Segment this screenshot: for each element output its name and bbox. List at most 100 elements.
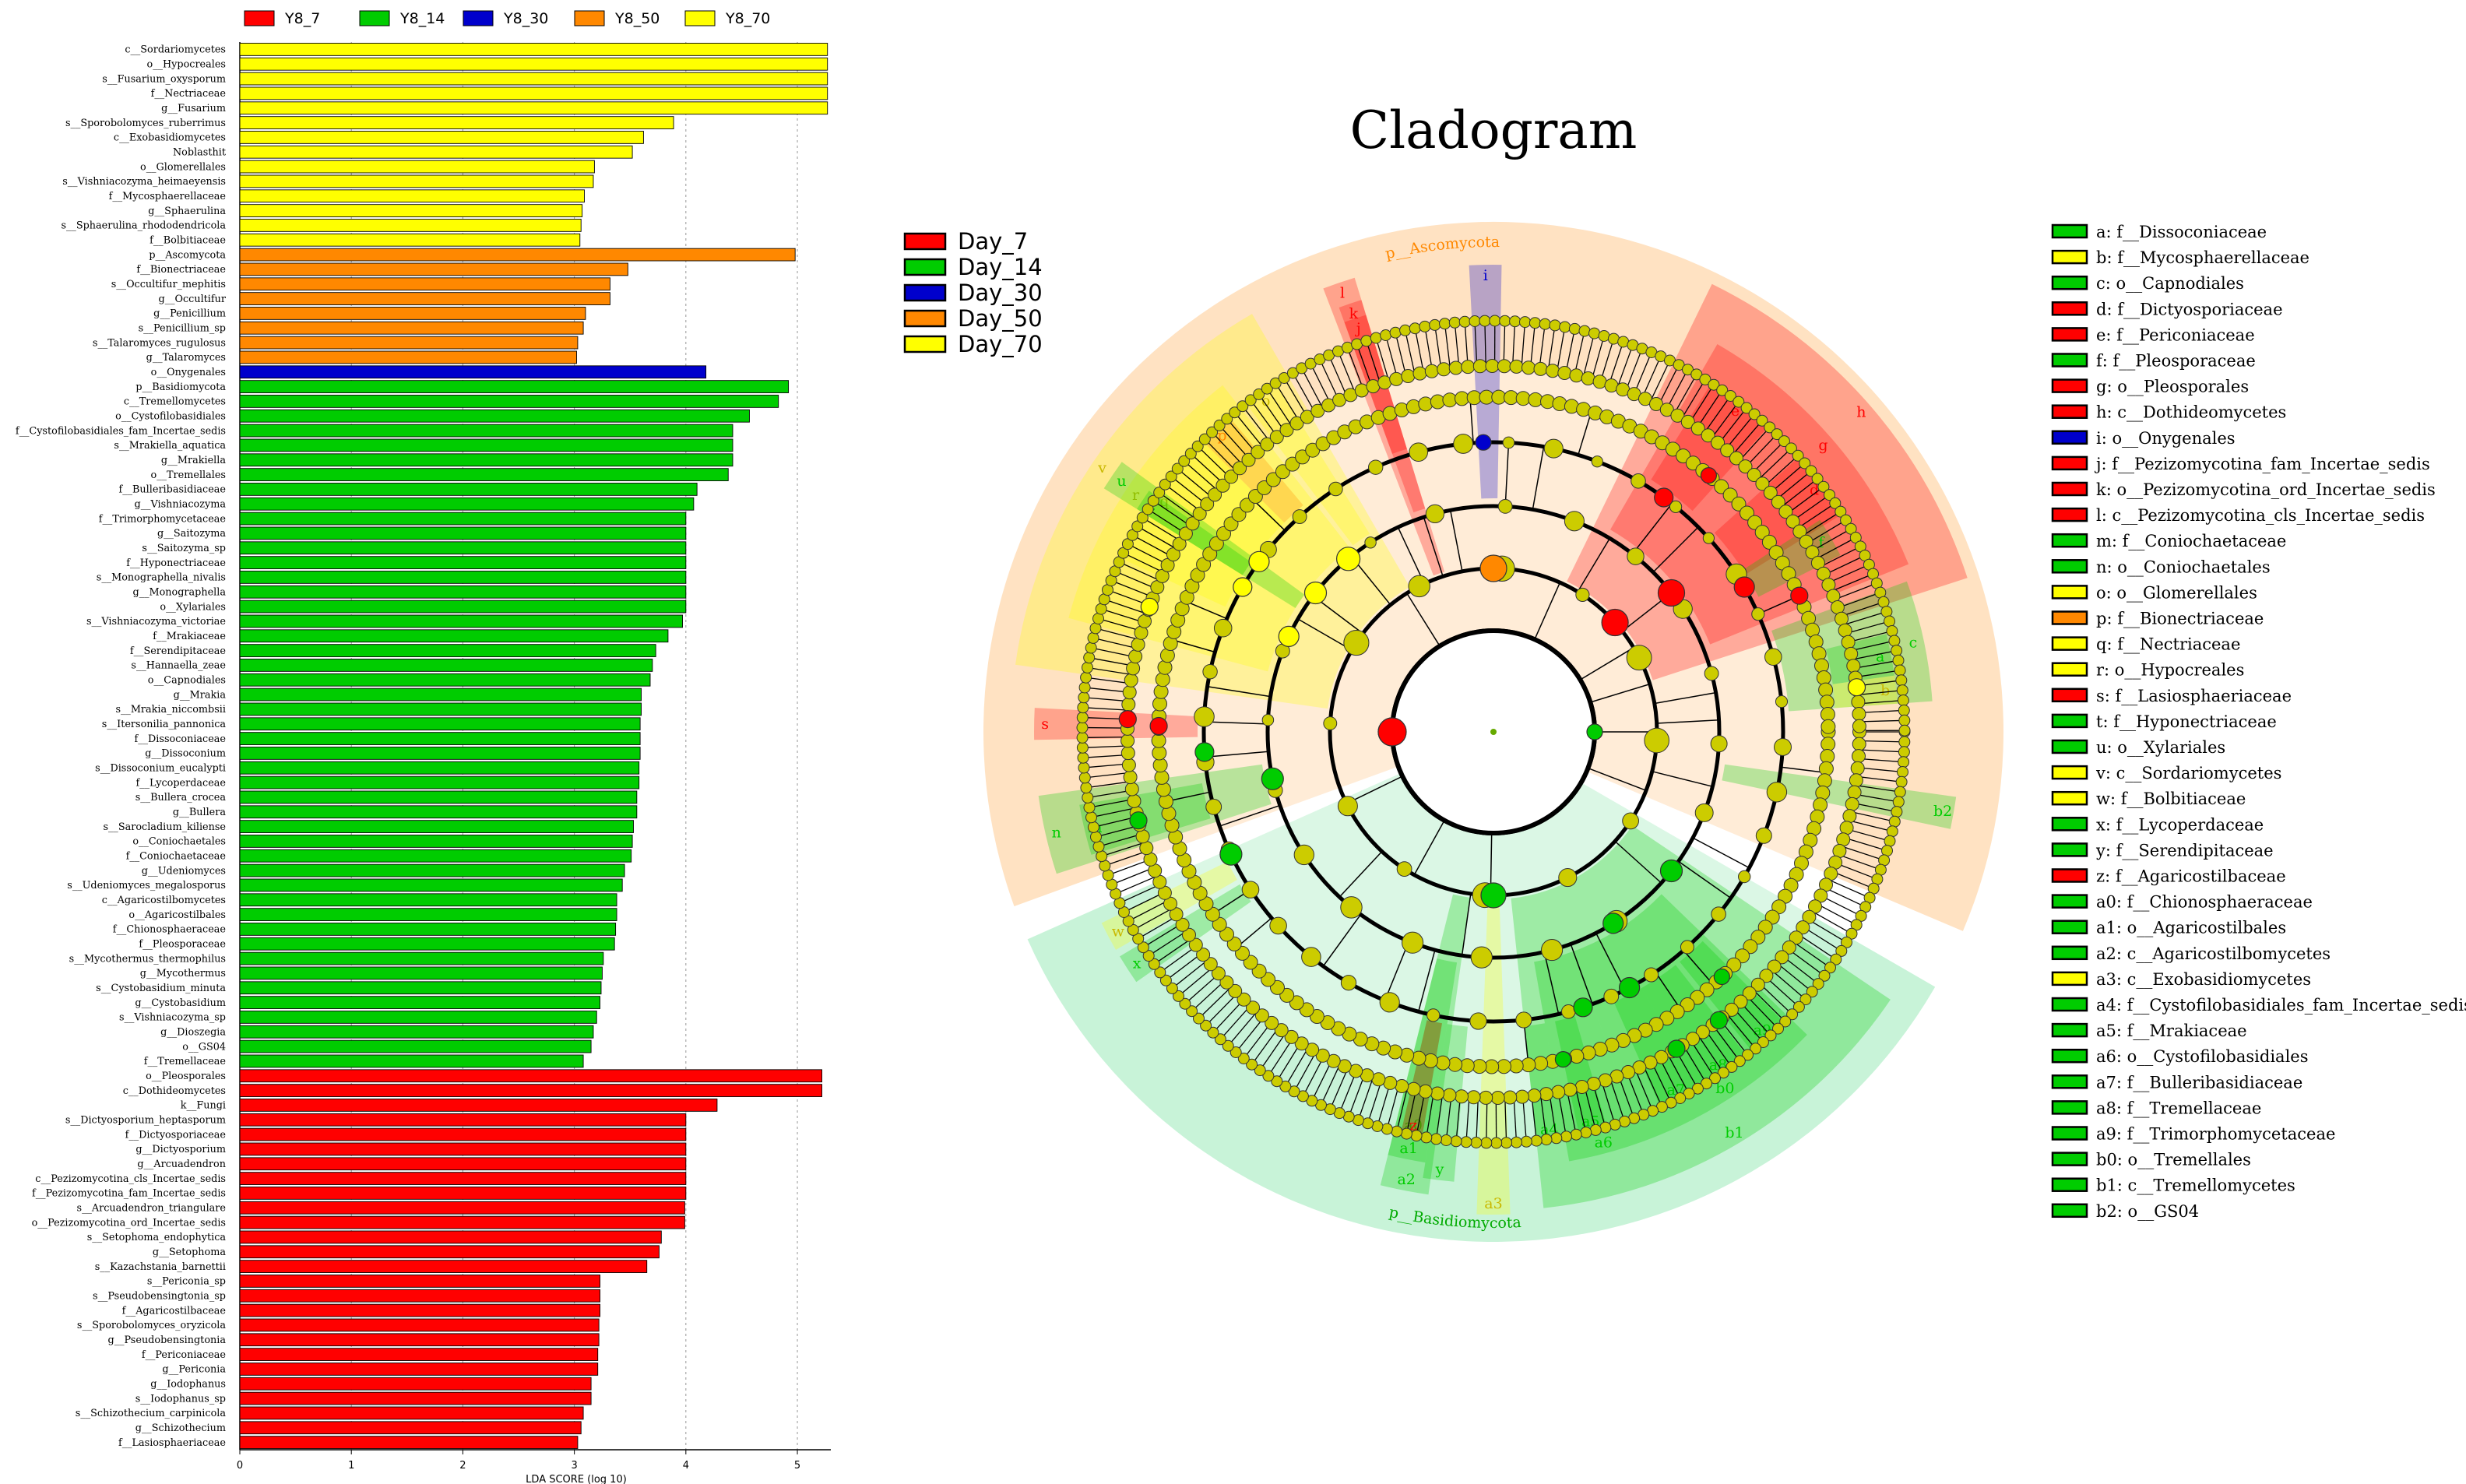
tree-node — [1077, 751, 1089, 764]
tree-node — [1269, 916, 1287, 935]
leaf-spoke — [1634, 1069, 1654, 1111]
branch-line — [1692, 837, 1750, 869]
tree-node — [1497, 359, 1511, 374]
tree-node — [1779, 1015, 1792, 1028]
clade-legend-label-a3: a3: c__Exobasidiomycetes — [2096, 970, 2311, 989]
tree-node — [1214, 1033, 1226, 1046]
tree-node — [1592, 375, 1607, 389]
bar-label-g-mrakiella: g__Mrakiella — [161, 455, 226, 466]
leaf-spoke — [1465, 1096, 1470, 1142]
leaf-spoke — [1132, 534, 1173, 557]
leaf-spoke — [1103, 599, 1148, 615]
bar-label-g-vishniacozyma: g__Vishniacozyma — [135, 499, 227, 511]
tree-node — [1796, 920, 1810, 935]
bar-s-sporobolomyces-oryzicola — [239, 1318, 600, 1332]
tree-node — [1515, 391, 1531, 406]
bar-s-mrakia-niccombsii — [239, 702, 642, 716]
leaf-spoke — [1356, 343, 1373, 387]
tree-node — [1763, 485, 1778, 500]
tree-node — [1299, 1002, 1314, 1018]
tree-node — [1574, 1080, 1589, 1094]
legend-swatch-y8-70 — [684, 10, 716, 26]
tree-nodes — [1076, 315, 1911, 1149]
bar-label-g-bullera: g__Bullera — [173, 807, 227, 818]
leaf-spoke — [1319, 359, 1339, 401]
tree-node — [1328, 481, 1343, 497]
leaf-spoke — [1087, 666, 1132, 676]
clade-legend-label-z: z: f__Agaricostilbaceae — [2096, 867, 2286, 886]
tree-node — [1528, 392, 1543, 407]
tree-node — [1771, 494, 1785, 509]
tree-node — [1184, 448, 1197, 460]
bar-g-sphaerulina — [239, 204, 583, 217]
tree-node — [1120, 746, 1135, 761]
bar-label-f-lasiosphaeriaceae: f__Lasiosphaeriaceae — [118, 1437, 226, 1449]
leaf-spoke — [1082, 754, 1128, 758]
tree-node — [1818, 682, 1834, 698]
clade-legend-label-c: c: o__Capnodiales — [2096, 274, 2244, 293]
tree-node — [1680, 414, 1695, 429]
leaf-spoke — [1127, 899, 1169, 922]
bar-label-g-arcuadendron: g__Arcuadendron — [137, 1159, 226, 1170]
tree-node — [1754, 525, 1770, 540]
tree-node — [1288, 1085, 1300, 1098]
tree-node — [1541, 939, 1564, 962]
leaf-spoke — [1251, 1027, 1279, 1065]
leaf-spoke — [1226, 418, 1257, 454]
clade-letter-b: b — [1880, 682, 1890, 699]
bar-g-arcuadendron — [239, 1157, 687, 1171]
clade-legend-label-h: h: c__Dothideomycetes — [2096, 403, 2286, 422]
bar-label-o-hypocreales: o__Hypocreales — [146, 59, 226, 71]
tree-node — [1479, 1090, 1493, 1105]
tree-node — [1418, 1084, 1433, 1099]
tree-node — [1166, 982, 1178, 994]
tree-node — [1665, 441, 1680, 457]
tree-node — [1559, 321, 1571, 333]
leaf-spoke — [1227, 1011, 1258, 1046]
bar-o-xylariales — [239, 600, 687, 614]
bar-s-monographella-nivalis — [239, 571, 687, 584]
tree-node — [1499, 315, 1511, 327]
x-tick-label-1: 1 — [348, 1460, 354, 1472]
tree-node — [1442, 1088, 1457, 1102]
x-tick-label-2: 2 — [459, 1460, 466, 1472]
tree-node — [1564, 511, 1585, 532]
bar-g-bullera — [239, 805, 638, 819]
clade-legend-swatch-z — [2051, 868, 2088, 883]
clade-letter-b2: b2 — [1933, 803, 1952, 820]
leaf-spoke — [1474, 321, 1478, 367]
branch-line — [1171, 638, 1215, 653]
bar-label-f-agaricostilbaceae: f__Agaricostilbaceae — [122, 1305, 226, 1317]
tree-node — [1343, 630, 1370, 656]
bar-c-exobasidiomycetes — [239, 131, 644, 144]
clade-sector-f — [1743, 519, 1841, 597]
tree-node — [1121, 758, 1136, 772]
tree-node — [1738, 870, 1751, 884]
bar-label-c-pezizomycotina-cls-incertae-sedis: c__Pezizomycotina_cls_Incertae_sedis — [35, 1173, 226, 1185]
tree-node — [1710, 735, 1728, 753]
tree-node — [1090, 831, 1102, 843]
tree-node — [1470, 946, 1493, 969]
leaf-spoke — [1673, 374, 1697, 414]
bar-o-onygenales — [239, 365, 707, 379]
leaf-spoke — [1147, 508, 1187, 534]
phylum-sector-basidiomycota — [1027, 732, 1936, 1242]
leaf-spoke — [1608, 341, 1624, 385]
leaf-spoke — [1092, 637, 1138, 649]
tree-node — [1802, 909, 1817, 924]
tree-node — [1278, 372, 1290, 384]
tree-node — [1077, 702, 1089, 714]
bar-label-o-gs04: o__GS04 — [182, 1041, 226, 1053]
bar-label-s-vishniacozyma-victoriae: s__Vishniacozyma_victoriae — [86, 616, 226, 628]
bar-label-g-periconia: g__Periconia — [162, 1364, 226, 1376]
clade-legend-swatch-r — [2051, 662, 2088, 677]
leaf-spoke — [1258, 394, 1286, 432]
bar-label-s-schizothecium-carpinicola: s__Schizothecium_carpinicola — [76, 1408, 227, 1419]
clade-legend-label-d: d: f__Dictyosporiaceae — [2096, 300, 2283, 318]
leaf-spoke — [1083, 763, 1129, 768]
bar-label-s-occultifur-mephitis: s__Occultifur_mephitis — [111, 279, 226, 290]
tree-node — [1742, 986, 1757, 1000]
tree-node — [1852, 719, 1866, 733]
legend-label-y8-70: Y8_70 — [725, 10, 770, 27]
x-tick-label-5: 5 — [794, 1460, 800, 1472]
